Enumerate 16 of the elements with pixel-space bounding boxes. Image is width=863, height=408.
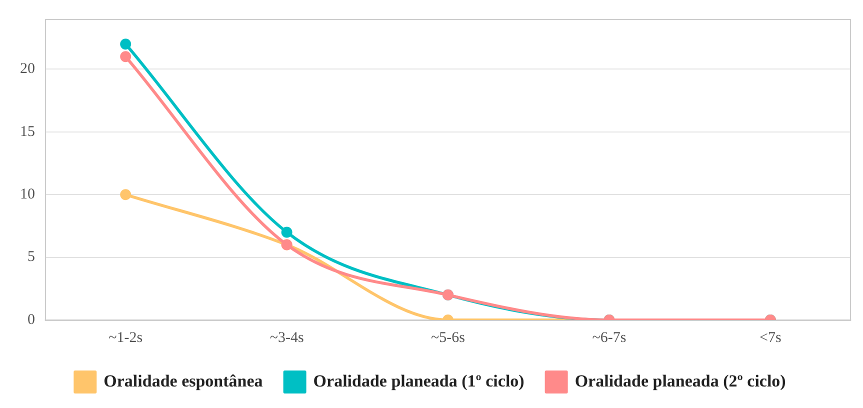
x-tick-label: <7s: [760, 330, 782, 346]
point: [120, 38, 132, 50]
legend-label: Oralidade planeada (2º ciclo): [574, 371, 786, 390]
y-tick-label: 0: [28, 312, 35, 328]
point: [120, 51, 132, 62]
x-tick-label: ~3-4s: [270, 330, 304, 346]
y-tick-label: 5: [28, 249, 35, 266]
legend-label: Oralidade espontânea: [104, 371, 264, 390]
y-tick-label: 15: [20, 124, 35, 140]
x-tick-label: ~6-7s: [592, 330, 626, 346]
x-tick-label: ~5-6s: [431, 330, 466, 346]
x-tick-label: ~1-2s: [108, 330, 143, 346]
point: [120, 189, 132, 200]
legend-label: Oralidade planeada (1º ciclo): [313, 371, 524, 390]
y-tick-label: 20: [20, 61, 35, 78]
y-tick-label: 10: [20, 186, 35, 203]
